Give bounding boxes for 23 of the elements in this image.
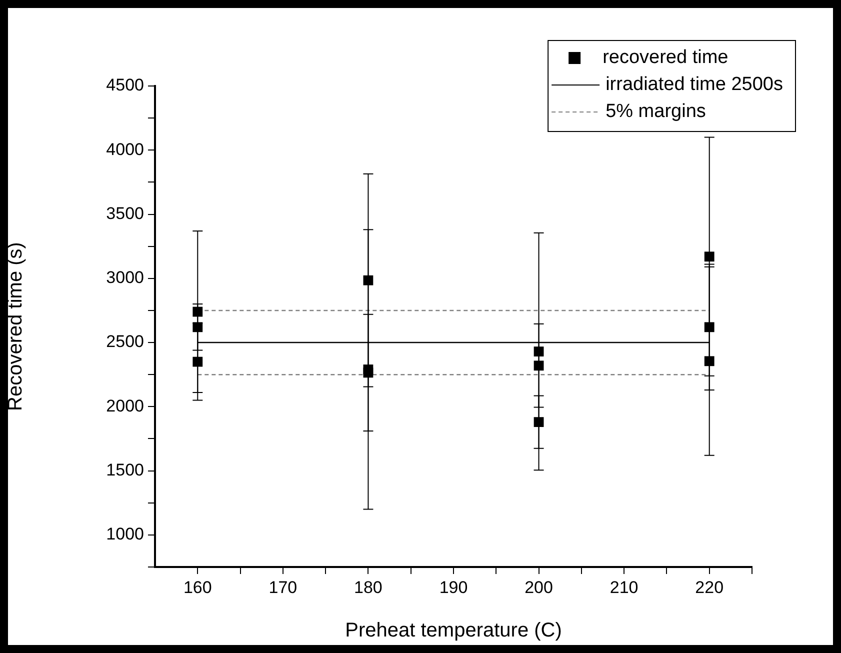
point (704, 252, 714, 262)
x-tick-label: 160 (183, 578, 212, 597)
x-tick-label: 200 (524, 578, 553, 597)
x-axis-title: Preheat temperature (C) (345, 620, 562, 642)
legend-label: 5% margins (606, 101, 706, 122)
y-tick-label: 2000 (106, 396, 144, 416)
y-tick-label: 1000 (106, 524, 144, 544)
y-tick-label: 2500 (106, 332, 144, 352)
y-tick-label: 4000 (106, 140, 144, 159)
y-tick-label: 3000 (106, 268, 144, 288)
x-tick-label: 170 (268, 578, 298, 597)
y-tick-label: 3500 (106, 204, 144, 223)
x-tick-label: 180 (354, 578, 382, 597)
legend-label: irradiated time 2500s (606, 74, 784, 96)
point (704, 322, 714, 332)
y-axis-title: Recovered time (s) (4, 242, 27, 411)
legend-label: recovered time (602, 47, 728, 68)
x-tick-label: 220 (695, 578, 724, 597)
point (704, 356, 714, 366)
y-tick-label: 1500 (106, 460, 144, 480)
y-tick-label: 4500 (106, 76, 144, 95)
x-tick-label: 210 (610, 578, 638, 597)
x-tick-label: 190 (439, 578, 468, 597)
